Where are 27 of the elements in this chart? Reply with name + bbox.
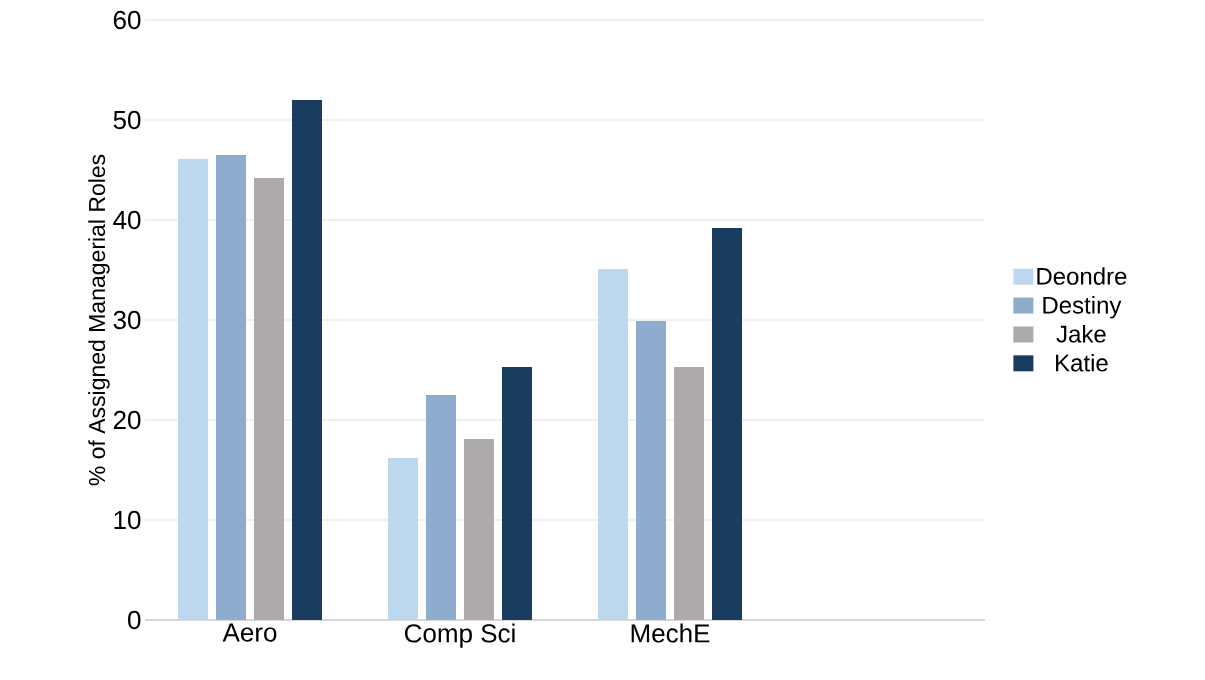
x-tick-label: Aero bbox=[222, 623, 277, 642]
x-tick-label: Comp Sci bbox=[404, 623, 515, 648]
bar bbox=[636, 320, 666, 620]
y-tick-label: 20 bbox=[113, 410, 141, 430]
bar bbox=[598, 268, 628, 620]
y-tick-label: 10 bbox=[114, 510, 141, 530]
y-tick-label: 30 bbox=[113, 310, 141, 330]
bar bbox=[502, 366, 532, 620]
legend-label: Deondre bbox=[1037, 267, 1127, 285]
bar bbox=[178, 158, 209, 620]
y-tick-label: 60 bbox=[113, 10, 141, 30]
bar bbox=[464, 438, 495, 620]
bar bbox=[388, 457, 419, 620]
x-tick-label: MechE bbox=[631, 623, 710, 643]
bar bbox=[712, 227, 742, 620]
bar bbox=[254, 177, 285, 620]
bar bbox=[216, 154, 247, 620]
y-axis-title: % of Assigned Managerial Roles bbox=[88, 154, 110, 486]
legend-label: Katie bbox=[1056, 353, 1108, 372]
y-tick-label: 40 bbox=[113, 210, 141, 230]
bar bbox=[674, 366, 704, 620]
y-tick-label: 50 bbox=[113, 110, 141, 130]
legend-label: Destiny bbox=[1043, 296, 1122, 319]
y-tick-label: 0 bbox=[128, 610, 141, 630]
bar bbox=[292, 99, 323, 620]
bar bbox=[426, 394, 457, 620]
legend-label: Jake bbox=[1056, 324, 1106, 343]
